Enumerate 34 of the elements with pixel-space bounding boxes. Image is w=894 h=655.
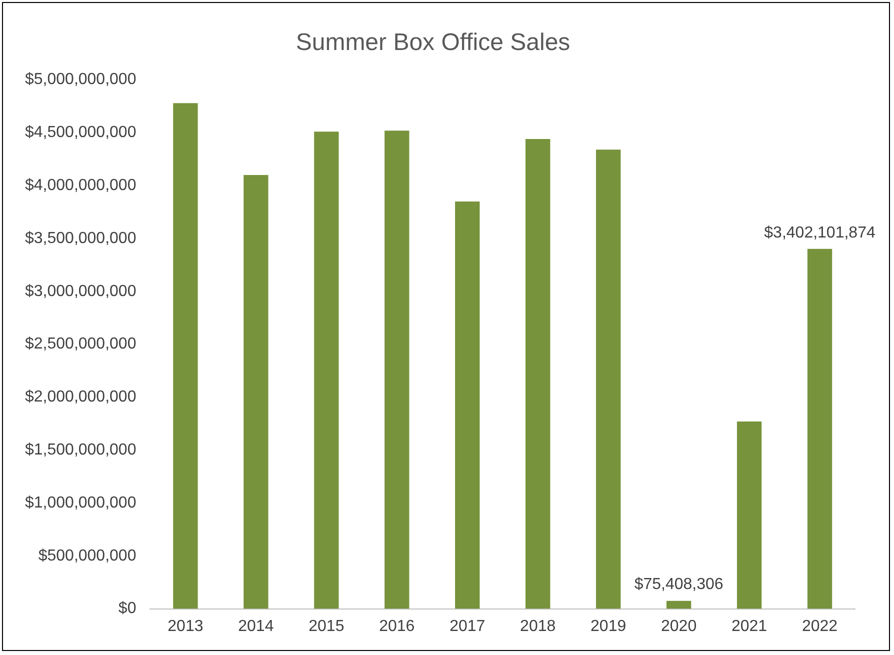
- x-tick-label: 2014: [238, 618, 274, 635]
- bar: [314, 132, 339, 609]
- bar: [455, 201, 480, 609]
- bar: [736, 422, 762, 609]
- y-tick-label: $2,500,000,000: [25, 336, 136, 353]
- bar: [807, 248, 832, 609]
- x-tick-label: 2022: [802, 618, 838, 635]
- bar: [173, 103, 198, 609]
- y-tick-label: $0: [118, 600, 136, 618]
- data-label: $3,402,101,874: [764, 224, 876, 242]
- x-tick-label: 2018: [520, 618, 556, 635]
- y-tick-label: $5,000,000,000: [25, 71, 136, 88]
- y-tick-label: $1,000,000,000: [25, 494, 136, 512]
- y-tick-label: $4,500,000,000: [25, 124, 136, 142]
- x-tick-label: 2015: [308, 618, 344, 635]
- y-tick-label: $4,000,000,000: [25, 177, 136, 194]
- data-label: $75,408,306: [634, 576, 724, 594]
- x-tick-label: 2021: [731, 618, 768, 635]
- x-tick-label: 2020: [661, 618, 697, 635]
- y-tick-label: $500,000,000: [38, 547, 136, 564]
- x-tick-label: 2016: [379, 618, 415, 635]
- x-tick-label: 2013: [168, 618, 204, 635]
- bar: [244, 175, 268, 609]
- y-tick-label: $3,000,000,000: [25, 282, 136, 300]
- bar: [666, 600, 692, 609]
- y-tick-label: $2,000,000,000: [25, 388, 136, 406]
- y-tick-label: $3,500,000,000: [25, 230, 136, 247]
- bar: [596, 150, 621, 609]
- y-tick-label: $1,500,000,000: [25, 442, 136, 459]
- chart-title: Summer Box Office Sales: [296, 29, 570, 56]
- bar: [526, 139, 550, 609]
- x-tick-label: 2019: [590, 618, 626, 635]
- x-tick-label: 2017: [450, 618, 486, 635]
- bar: [384, 130, 410, 609]
